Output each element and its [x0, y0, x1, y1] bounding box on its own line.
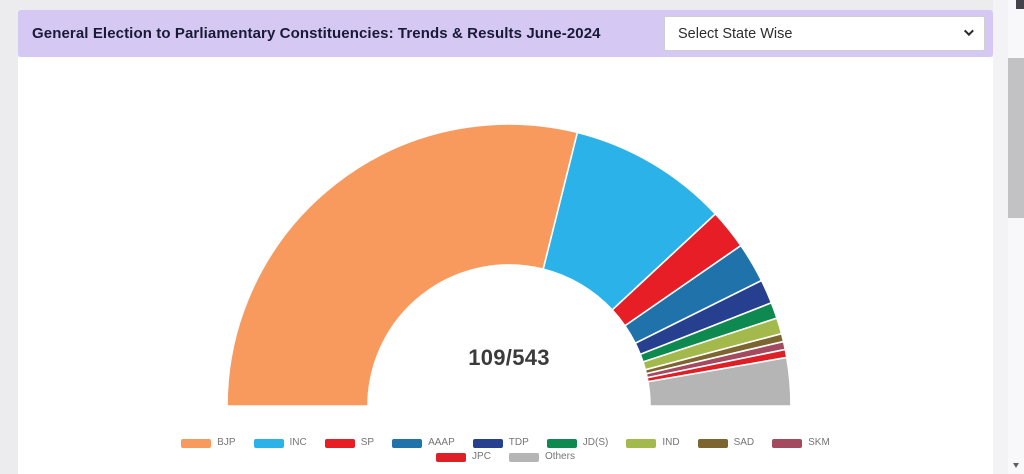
legend-swatch-AAAP [392, 438, 423, 448]
legend-row-1: BJP INC SP AAAP TDP JD(S) IND SAD SKM [172, 438, 839, 448]
legend-item-SKM[interactable]: SKM [772, 438, 830, 448]
seats-gauge-chart[interactable] [18, 57, 993, 474]
state-select-value: Select State Wise [678, 25, 793, 42]
legend-label: SAD [733, 437, 755, 448]
legend-label: Others [544, 451, 575, 462]
legend-swatch-BJP [181, 438, 212, 448]
legend-swatch-JPC [436, 452, 467, 462]
browser-corner-artifact [1016, 0, 1024, 9]
scrollbar-thumb[interactable] [1008, 58, 1024, 218]
legend-label: JPC [472, 451, 491, 462]
legend-label: JD(S) [582, 437, 609, 448]
legend-item-JPC[interactable]: JPC [436, 452, 491, 462]
scrollbar[interactable] [1008, 0, 1024, 474]
legend-label: SKM [808, 437, 830, 448]
legend-item-SAD[interactable]: SAD [697, 437, 755, 448]
legend-swatch-Others [508, 452, 539, 462]
page-title: General Election to Parliamentary Consti… [32, 25, 601, 42]
legend-swatch-SKM [772, 438, 803, 448]
gauge-segment-Others[interactable] [646, 356, 792, 407]
legend-item-BJP[interactable]: BJP [181, 437, 236, 448]
chart-legend: BJP INC SP AAAP TDP JD(S) IND SAD SKM JPC Others [18, 438, 993, 466]
state-select-dropdown[interactable]: Select State Wise [664, 16, 985, 51]
legend-swatch-TDP [472, 438, 503, 448]
legend-item-AAAP[interactable]: AAAP [392, 438, 455, 448]
legend-swatch-JD(S) [546, 438, 577, 448]
legend-item-SP[interactable]: SP [324, 437, 375, 448]
gauge-segment-BJP[interactable] [226, 123, 579, 407]
legend-label: TDP [508, 437, 529, 448]
header-bar: General Election to Parliamentary Consti… [18, 10, 993, 57]
chevron-down-icon [963, 25, 974, 36]
legend-label: IND [662, 437, 680, 448]
legend-item-JD(S)[interactable]: JD(S) [546, 437, 609, 448]
legend-item-TDP[interactable]: TDP [472, 437, 529, 448]
legend-row-2: JPC Others [427, 452, 584, 462]
legend-label: SP [360, 437, 375, 448]
legend-label: INC [289, 437, 307, 448]
legend-swatch-INC [253, 438, 284, 448]
declared-seats-label: 109/543 [468, 345, 550, 370]
chart-panel: 109/543 BJP INC SP AAAP TDP JD(S) IND SAD SKM JP… [18, 57, 993, 474]
legend-label: AAAP [428, 437, 455, 448]
legend-item-INC[interactable]: INC [253, 437, 307, 448]
legend-swatch-SP [324, 438, 355, 448]
scrollbar-down-arrow-icon[interactable] [1013, 463, 1019, 468]
page-gutter [993, 0, 1008, 474]
legend-swatch-SAD [697, 438, 728, 448]
legend-label: BJP [217, 437, 236, 448]
legend-item-IND[interactable]: IND [626, 437, 680, 448]
legend-swatch-IND [626, 438, 657, 448]
legend-item-Others[interactable]: Others [508, 451, 575, 462]
